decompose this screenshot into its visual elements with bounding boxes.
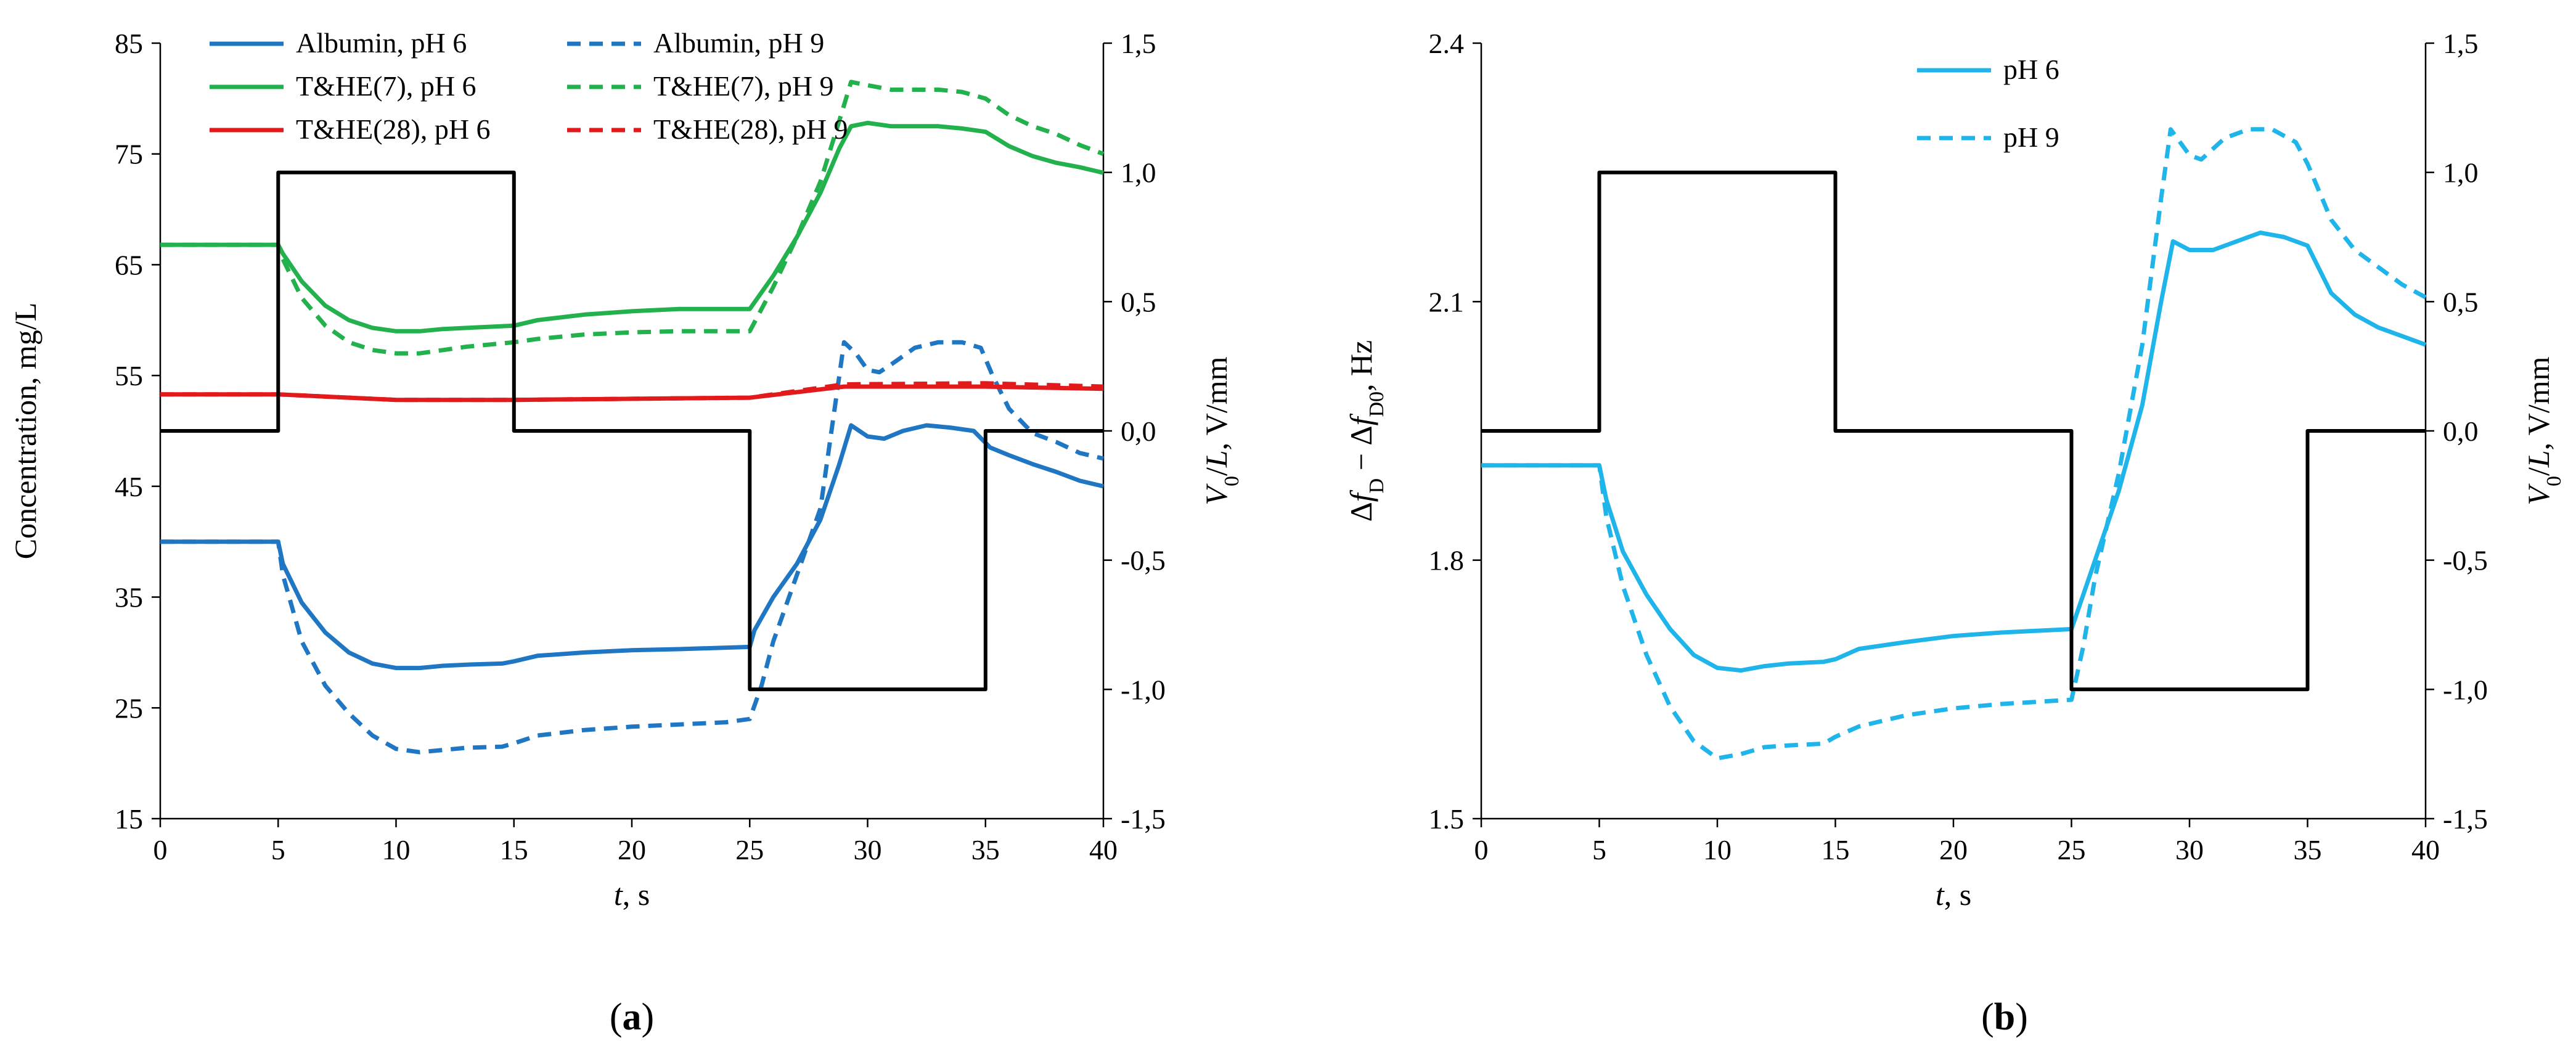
- x-tick-label: 0: [153, 834, 168, 866]
- left-y-tick-label: 55: [115, 360, 143, 391]
- left-y-tick-label: 1.5: [1429, 803, 1465, 835]
- right-y-tick-label: -1,5: [2443, 803, 2488, 835]
- legend-label: T&HE(28), pH 6: [296, 113, 491, 145]
- left-y-tick-label: 15: [115, 803, 143, 835]
- left-y-tick-label: 65: [115, 249, 143, 280]
- x-tick-label: 15: [1822, 834, 1850, 866]
- right-y-tick-label: 1,0: [2443, 157, 2479, 189]
- right-y-tick-label: 0,5: [2443, 286, 2479, 317]
- left-y-tick-label: 1.8: [1429, 545, 1465, 576]
- panel-label: (b): [1981, 996, 2028, 1038]
- right-y-tick-label: 1,5: [1121, 28, 1156, 59]
- x-tick-label: 10: [382, 834, 411, 866]
- right-y-axis-title: V0/L, V/mm: [1199, 356, 1243, 505]
- x-axis-title: t, s: [614, 877, 650, 912]
- x-tick-label: 40: [1089, 834, 1118, 866]
- x-tick-label: 20: [1939, 834, 1968, 866]
- left-y-tick-label: 85: [115, 28, 143, 59]
- legend-label: pH 6: [2003, 54, 2059, 85]
- right-y-tick-label: -1,5: [1121, 803, 1166, 835]
- left-y-tick-label: 25: [115, 692, 143, 724]
- right-y-tick-label: -0,5: [2443, 545, 2488, 576]
- legend-label: T&HE(7), pH 6: [296, 70, 476, 102]
- series-line-0: [1481, 231, 2427, 673]
- x-tick-label: 35: [2294, 834, 2322, 866]
- right-y-tick-label: -0,5: [1121, 545, 1166, 576]
- left-y-tick-label: 35: [115, 582, 143, 613]
- x-tick-label: 35: [971, 834, 1000, 866]
- right-y-tick-label: 0,0: [2443, 415, 2479, 447]
- left-y-tick-label: 45: [115, 471, 143, 502]
- x-tick-label: 25: [2058, 834, 2086, 866]
- legend-label: T&HE(7), pH 9: [653, 70, 834, 102]
- panel-label: (a): [610, 996, 654, 1038]
- left-y-tick-label: 75: [115, 139, 143, 170]
- right-y-tick-label: 1,5: [2443, 28, 2479, 59]
- x-tick-label: 30: [2175, 834, 2204, 866]
- x-tick-label: 15: [500, 834, 528, 866]
- voltage-series-line: [1481, 170, 2426, 692]
- series-line-5: [160, 381, 1104, 403]
- x-tick-label: 25: [735, 834, 764, 866]
- x-tick-label: 0: [1474, 834, 1489, 866]
- right-y-tick-label: 0,0: [1121, 415, 1156, 447]
- x-tick-label: 5: [1592, 834, 1606, 866]
- x-tick-label: 40: [2411, 834, 2440, 866]
- right-y-tick-label: 0,5: [1121, 286, 1156, 317]
- series-line-1: [1481, 127, 2427, 761]
- right-y-axis-title: V0/L, V/mm: [2521, 356, 2566, 505]
- x-tick-label: 20: [618, 834, 646, 866]
- chart-panel-b: 0 5 10 15 20 25 30 35 40 1.5 1.8 2.1 2.4 -1,5 -1,0 -0,5…: [1344, 28, 2566, 1038]
- left-y-tick-label: 2.4: [1429, 28, 1465, 59]
- left-y-axis-title: ΔfD − ΔfD0, Hz: [1344, 340, 1388, 522]
- chart-panel-a: 0 5 10 15 20 25 30 35 40 15 25 35 45 55 65 75 85 -1,5 -1,0…: [8, 27, 1243, 1038]
- left-y-axis-title: Concentration, mg/L: [8, 303, 43, 560]
- x-tick-label: 30: [854, 834, 882, 866]
- series-line-2: [160, 120, 1104, 334]
- legend-label: T&HE(28), pH 9: [653, 113, 848, 145]
- x-tick-label: 10: [1703, 834, 1732, 866]
- left-y-tick-label: 2.1: [1429, 286, 1465, 317]
- series-line-0: [160, 423, 1104, 671]
- legend-label: Albumin, pH 6: [296, 27, 467, 59]
- x-axis-title: t, s: [1936, 877, 1971, 912]
- series-line-1: [160, 340, 1104, 755]
- voltage-series-line: [160, 170, 1103, 692]
- x-tick-label: 5: [271, 834, 285, 866]
- right-y-tick-label: -1,0: [2443, 674, 2488, 705]
- right-y-tick-label: -1,0: [1121, 674, 1166, 705]
- series-line-3: [160, 80, 1105, 356]
- legend-label: pH 9: [2003, 121, 2059, 153]
- right-y-tick-label: 1,0: [1121, 157, 1156, 189]
- legend-label: Albumin, pH 9: [653, 27, 824, 59]
